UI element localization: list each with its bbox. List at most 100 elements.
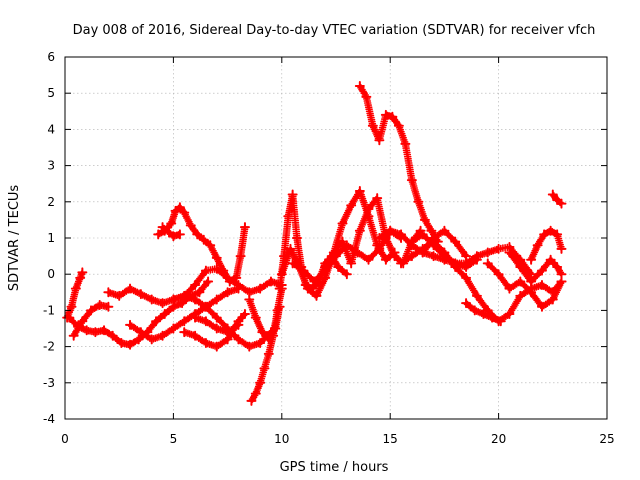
x-axis-label: GPS time / hours <box>280 460 389 475</box>
data-point <box>222 287 233 298</box>
data-point <box>166 218 177 229</box>
data-point <box>103 287 114 298</box>
data-point <box>504 309 515 320</box>
data-point <box>222 327 233 338</box>
data-point <box>179 207 190 218</box>
data-point <box>556 198 567 209</box>
y-axis-label: SDTVAR / TECUs <box>7 185 22 292</box>
data-point <box>157 222 168 233</box>
data-point <box>482 305 493 316</box>
series-track-10 <box>190 312 244 338</box>
data-point <box>116 337 127 348</box>
data-point <box>233 280 244 291</box>
data-point <box>198 234 209 245</box>
data-point <box>380 109 391 120</box>
data-point <box>556 243 567 254</box>
data-point <box>428 233 439 243</box>
data-point <box>244 294 255 305</box>
chart-title: Day 008 of 2016, Sidereal Day-to-day VTE… <box>73 23 596 38</box>
data-point <box>426 225 437 236</box>
data-point <box>86 305 97 316</box>
data-point <box>190 294 201 305</box>
series-track-3 <box>68 299 114 341</box>
data-point <box>246 395 257 406</box>
data-point <box>552 194 563 205</box>
data-point <box>526 254 537 265</box>
data-point <box>346 258 357 269</box>
y-tick-label: 1 <box>47 231 55 245</box>
data-point <box>372 240 383 251</box>
data-point <box>406 175 417 186</box>
y-tick-label: 0 <box>47 267 55 281</box>
data-point <box>487 312 498 323</box>
data-point <box>133 334 144 345</box>
series-track-7 <box>157 222 185 242</box>
data-point <box>270 323 281 334</box>
data-point <box>200 316 211 327</box>
series-track-22 <box>461 298 506 327</box>
x-tick-label: 10 <box>274 432 289 446</box>
data-point <box>287 258 298 269</box>
data-point <box>545 225 556 236</box>
data-point <box>157 298 168 309</box>
y-tick-label: -2 <box>43 340 55 354</box>
series-track-24 <box>504 247 567 287</box>
data-point <box>536 265 547 276</box>
data-point <box>153 229 164 240</box>
data-point <box>274 301 285 312</box>
data-point <box>194 287 205 298</box>
data-point <box>257 327 268 338</box>
series-track-12 <box>244 294 285 345</box>
data-point <box>179 327 190 338</box>
data-point <box>406 251 417 262</box>
data-point <box>385 225 396 236</box>
data-point <box>211 294 222 305</box>
data-point <box>70 283 81 294</box>
data-point <box>361 91 372 102</box>
data-point <box>66 301 77 312</box>
data-point <box>146 294 157 305</box>
data-point <box>341 269 352 280</box>
y-tick-label: -3 <box>43 376 55 390</box>
data-point <box>471 290 482 301</box>
data-point <box>328 247 339 258</box>
x-tick-label: 15 <box>383 432 398 446</box>
y-tick-label: 5 <box>47 86 55 100</box>
data-point <box>461 251 472 262</box>
data-point <box>99 325 110 336</box>
data-point <box>103 301 114 312</box>
data-point <box>81 325 92 336</box>
data-point <box>493 269 504 280</box>
data-point <box>461 272 472 283</box>
data-point <box>337 218 348 229</box>
y-tick-label: 6 <box>47 50 55 64</box>
data-point <box>164 227 175 238</box>
data-point <box>536 280 547 291</box>
data-point <box>417 247 428 258</box>
data-point <box>396 229 407 240</box>
data-point <box>547 294 558 305</box>
data-series <box>62 80 567 406</box>
data-point <box>354 225 365 236</box>
data-point <box>341 240 352 251</box>
x-tick-label: 5 <box>170 432 178 446</box>
series-track-1 <box>62 267 88 323</box>
data-point <box>333 261 344 272</box>
data-point <box>250 388 261 399</box>
data-point <box>545 254 556 265</box>
data-point <box>114 290 125 301</box>
data-point <box>450 236 461 247</box>
data-point <box>285 243 296 254</box>
data-point <box>233 319 244 330</box>
data-point <box>211 263 222 274</box>
data-point <box>419 214 430 225</box>
y-tick-label: -4 <box>43 412 55 426</box>
data-point <box>439 251 450 262</box>
data-point <box>185 220 196 231</box>
data-point <box>372 193 383 204</box>
data-point <box>263 334 274 345</box>
data-point <box>174 202 185 213</box>
data-point <box>94 299 105 310</box>
data-point <box>320 261 331 272</box>
data-point <box>203 276 214 287</box>
